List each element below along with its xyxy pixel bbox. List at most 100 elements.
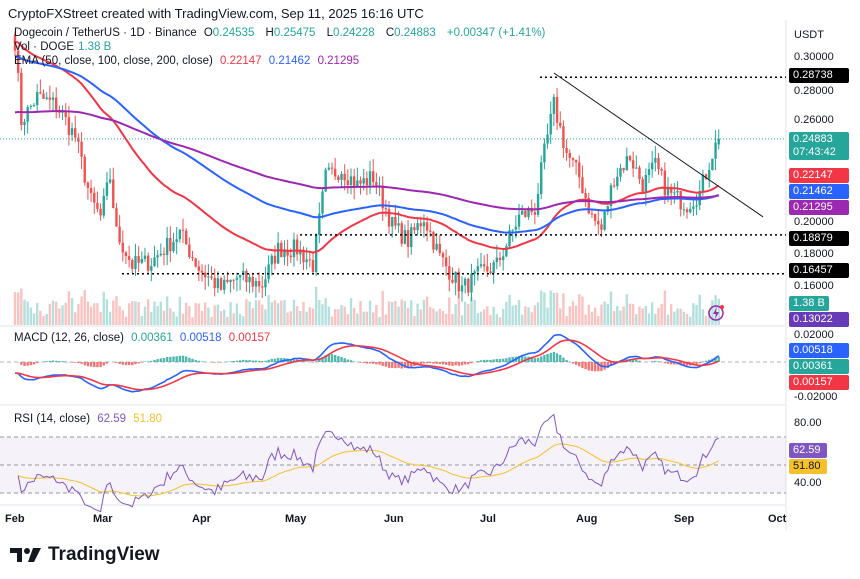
macd-line [14, 333, 720, 393]
macd-histogram-bar [695, 362, 698, 365]
macd-histogram-bar [476, 361, 480, 362]
macd-histogram-bar [698, 362, 701, 364]
volume-bar [695, 304, 698, 325]
volume-bar [527, 307, 530, 325]
macd-histogram-bar [58, 361, 61, 362]
candle-body [584, 193, 587, 199]
volume-bar [521, 314, 524, 325]
candle-body [327, 167, 331, 170]
symbol-name[interactable]: Dogecoin / TetherUS · 1D · Binance [14, 27, 197, 39]
volume-bar [257, 300, 261, 325]
candle-body [365, 178, 369, 186]
volume-bar [457, 292, 460, 325]
macd-histogram-bar [663, 362, 667, 364]
macd-histogram-bar [175, 356, 178, 362]
volume-bar [635, 314, 638, 325]
volume-bar [159, 301, 163, 325]
candle-body [150, 266, 153, 271]
price-tick: 0.20000 [794, 216, 834, 228]
macd-histogram-bar [105, 362, 109, 364]
volume-bar [121, 310, 124, 325]
time-tick: Mar [93, 513, 113, 525]
macd-histogram-bar [590, 362, 594, 372]
candle-body [413, 227, 416, 231]
volume-label[interactable]: Vol · DOGE [14, 41, 75, 53]
candle-body [524, 210, 527, 217]
macd-histogram-bar [64, 361, 67, 362]
volume-bar [207, 307, 210, 325]
time-tick: Sep [674, 513, 695, 525]
candle-body [156, 255, 159, 258]
volume-bar [146, 299, 150, 325]
macd-histogram-bar [495, 358, 499, 362]
volume-bar [26, 301, 29, 325]
ema-label[interactable]: EMA (50, close, 100, close, 200, close) [14, 55, 213, 67]
price-tick: 0.26000 [794, 114, 834, 126]
volume-bar [701, 309, 705, 325]
macd-histogram-bar [55, 360, 58, 362]
volume-bar [172, 311, 175, 325]
volume-bar [232, 313, 235, 325]
candle-body [292, 239, 296, 258]
macd-histogram-bar [137, 362, 140, 364]
candle-body [501, 256, 505, 261]
high-value: 0.25475 [273, 27, 316, 39]
volume-bar [514, 305, 518, 325]
candle-body [261, 286, 264, 288]
rsi-label[interactable]: RSI (14, close) [14, 413, 91, 425]
macd-histogram-bar [638, 360, 641, 362]
volume-bar [498, 317, 502, 325]
macd-histogram-bar [384, 362, 388, 367]
macd-histogram-bar [559, 354, 562, 362]
candle-body [394, 217, 397, 226]
candle-body [546, 134, 549, 144]
price-tick: 0.30000 [794, 51, 834, 63]
macd-histogram-bar [372, 362, 375, 364]
macd-histogram-bar [261, 361, 264, 362]
volume-bar [568, 306, 571, 325]
candle-body [102, 195, 105, 216]
candle-body [45, 97, 48, 99]
macd-histogram-bar [505, 358, 508, 362]
volume-bar [372, 312, 375, 325]
macd-histogram-bar [438, 362, 441, 365]
rsi-tick: 80.00 [794, 417, 822, 429]
volume-bar [524, 306, 527, 325]
macd-histogram-bar [340, 356, 343, 362]
candle-body [89, 187, 93, 193]
time-tick: Aug [576, 513, 598, 525]
macd-histogram-bar [184, 356, 188, 362]
candle-body [717, 138, 720, 145]
tradingview-logo[interactable]: TradingView [10, 544, 160, 566]
level-mid-tag: 0.18879 [789, 231, 849, 246]
macd-histogram-bar [463, 362, 467, 365]
candle-body [695, 205, 698, 207]
volume-bar [644, 306, 648, 325]
candle-body [74, 128, 77, 138]
candle-body [99, 208, 102, 216]
volume-bar [324, 298, 327, 325]
candle-body [289, 255, 292, 258]
candle-body [184, 230, 188, 245]
macd-label[interactable]: MACD (12, 26, close) [14, 332, 124, 344]
macd-histogram-bar [337, 356, 340, 362]
candle-body [650, 162, 654, 170]
macd-signal-line [14, 339, 720, 391]
volume-bar [400, 299, 403, 325]
macd-histogram-bar [375, 362, 378, 365]
macd-histogram-bar [714, 357, 717, 362]
macd-histogram-bar [708, 359, 711, 362]
candle-body [362, 178, 365, 184]
ema100-tag: 0.21462 [789, 184, 849, 199]
currency-label[interactable]: USDT [794, 29, 824, 41]
volume-bar [184, 302, 188, 325]
volume-bar [292, 299, 296, 325]
candle-body [229, 279, 232, 282]
volume-bar [210, 317, 213, 325]
macd-histogram-bar [61, 361, 64, 362]
candle-body [597, 220, 600, 225]
macd-histogram-bar [704, 360, 708, 362]
volume-bar [685, 314, 689, 325]
macd-histogram-bar [273, 358, 277, 362]
